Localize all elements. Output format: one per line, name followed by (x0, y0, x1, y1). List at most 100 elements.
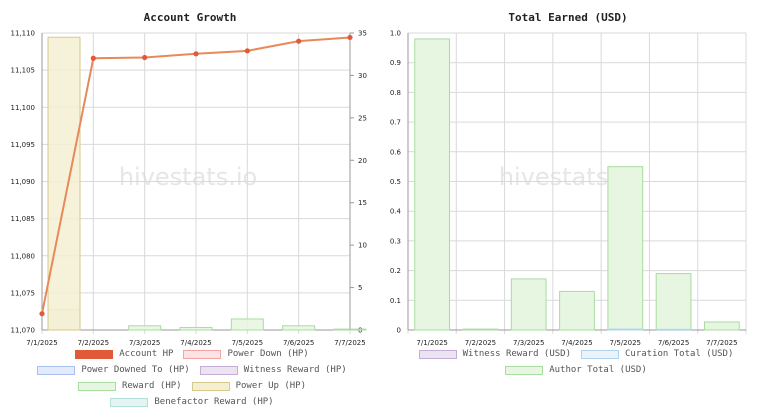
y-tick-label-left: 11,085 (11, 215, 36, 223)
y-tick-label-right: 35 (358, 30, 367, 38)
legend-item[interactable]: Curation Total (USD) (581, 349, 733, 359)
chart-title: Account Growth (144, 11, 237, 24)
legend-item[interactable]: Power Downed To (HP) (37, 365, 190, 375)
y-tick-label-left: 11,075 (11, 289, 36, 297)
data-point-account-hp (347, 34, 353, 41)
legend-swatch (191, 381, 230, 391)
legend-label: Benefactor Reward (HP) (154, 397, 274, 407)
legend-swatch (183, 349, 222, 359)
y-tick-label-right: 25 (358, 114, 367, 122)
y-tick-label-right: 10 (358, 242, 367, 250)
y-tick-label-right: 15 (358, 199, 367, 207)
bar-author-total-usd- (703, 321, 740, 331)
x-tick-label: 7/2/2025 (465, 339, 496, 347)
legend-item[interactable]: Benefactor Reward (HP) (110, 397, 274, 407)
x-tick-label: 7/5/2025 (232, 339, 263, 347)
y-tick-label-right: 20 (358, 157, 367, 165)
y-tick-label: 0.1 (390, 297, 401, 305)
legend-row: Account HP Power Down (HP) (0, 349, 384, 359)
y-tick-label: 0.8 (390, 89, 401, 97)
legend-item[interactable]: Reward (HP) (77, 381, 182, 391)
y-tick-label-left: 11,095 (11, 141, 36, 149)
legend-label: Curation Total (USD) (625, 349, 734, 359)
bar-author-total-usd- (607, 166, 644, 331)
bar-reward-hp- (282, 325, 316, 331)
y-tick-label-right: 5 (358, 284, 362, 292)
legend-swatch (581, 349, 619, 359)
legend-row: Witness Reward (USD) Curation Total (USD) (384, 349, 768, 359)
x-tick-label: 7/5/2025 (610, 339, 641, 347)
y-tick-label-left: 11,080 (11, 252, 36, 260)
x-tick-label: 7/1/2025 (416, 339, 447, 347)
x-tick-label: 7/6/2025 (283, 339, 314, 347)
y-tick-label-right: 30 (358, 72, 367, 80)
y-tick-label-left: 11,090 (11, 178, 36, 186)
y-tick-label: 0.2 (390, 267, 401, 275)
legend-item[interactable]: Witness Reward (USD) (418, 349, 571, 359)
bar-author-total-usd- (559, 290, 595, 331)
y-tick-label-right: 0 (358, 327, 362, 335)
legend-row: Benefactor Reward (HP) (0, 397, 384, 407)
x-tick-label: 7/7/2025 (334, 339, 365, 347)
account-growth-chart-panel: Account Growth hivestats.io 11,070 11,075 11… (0, 11, 384, 407)
legend-swatch (37, 365, 76, 375)
legend-label: Witness Reward (HP) (243, 365, 347, 375)
legend-item[interactable]: Account HP (75, 349, 173, 359)
legend-row: Reward (HP) Power Up (HP) (0, 381, 384, 391)
x-tick-label: 7/1/2025 (26, 339, 57, 347)
bar-author-total-usd- (462, 328, 499, 331)
bar-reward-hp- (179, 326, 213, 331)
legend-swatch (75, 349, 114, 359)
x-tick-label: 7/4/2025 (180, 339, 211, 347)
x-tick-label: 7/2/2025 (78, 339, 109, 347)
y-tick-label: 0.5 (390, 178, 401, 186)
y-tick-label-left: 11,100 (11, 104, 36, 112)
bar-author-total-usd- (414, 38, 451, 331)
watermark-text: hivestats.io (119, 163, 257, 191)
legend-label: Account HP (119, 349, 174, 359)
y-tick-label-left: 11,070 (11, 327, 36, 335)
total-earned-chart: Total Earned (USD)hivestats.io00.10.20.3… (390, 11, 747, 347)
legend-row: Power Downed To (HP) Witness Reward (HP) (0, 365, 384, 375)
x-tick-label: 7/3/2025 (513, 339, 544, 347)
chart-title: Total Earned (USD) (508, 11, 627, 24)
x-tick-label: 7/6/2025 (658, 339, 689, 347)
bar-author-total-usd- (510, 278, 547, 331)
y-tick-label: 0.4 (390, 208, 402, 216)
legend-item[interactable]: Witness Reward (HP) (199, 365, 347, 375)
legend-swatch (199, 365, 238, 375)
y-tick-label: 1.0 (390, 30, 401, 38)
y-tick-label-left: 11,105 (11, 67, 36, 75)
data-point-account-hp (244, 48, 250, 54)
data-point-account-hp (90, 55, 96, 61)
bar-author-total-usd- (655, 273, 692, 331)
legend-item[interactable]: Power Down (HP) (183, 349, 309, 359)
legend-label: Reward (HP) (121, 381, 182, 391)
account-growth-chart: Account Growth hivestats.io 11,070 11,075 11… (11, 11, 367, 347)
legend-swatch (77, 381, 116, 391)
data-point-account-hp (39, 311, 45, 317)
legend-label: Power Up (HP) (235, 381, 307, 391)
legend-swatch (418, 349, 457, 359)
legend-label: Author Total (USD) (549, 365, 647, 375)
y-tick-label-left: 11,110 (11, 30, 36, 38)
legend-item[interactable]: Author Total (USD) (505, 365, 647, 375)
bar-reward-hp- (333, 328, 367, 331)
bar-curation-total-usd- (655, 328, 692, 331)
y-tick-label: 0.9 (390, 59, 401, 67)
bar-reward-hp- (128, 325, 162, 331)
y-tick-label: 0.3 (390, 237, 401, 245)
y-tick-label: 0.6 (390, 148, 402, 156)
x-tick-label: 7/3/2025 (129, 339, 160, 347)
legend-item[interactable]: Power Up (HP) (191, 381, 307, 391)
bar-curation-total-usd- (607, 328, 644, 331)
data-point-account-hp (142, 54, 148, 61)
y-tick-label: 0 (397, 327, 401, 335)
bar-power-up-hp- (47, 36, 81, 331)
x-tick-label: 7/7/2025 (706, 339, 737, 347)
x-tick-label: 7/4/2025 (561, 339, 592, 347)
legend-row: Author Total (USD) (384, 365, 768, 375)
bar-reward-hp- (230, 318, 264, 331)
legend-label: Witness Reward (USD) (462, 349, 571, 359)
data-point-account-hp (296, 38, 302, 44)
